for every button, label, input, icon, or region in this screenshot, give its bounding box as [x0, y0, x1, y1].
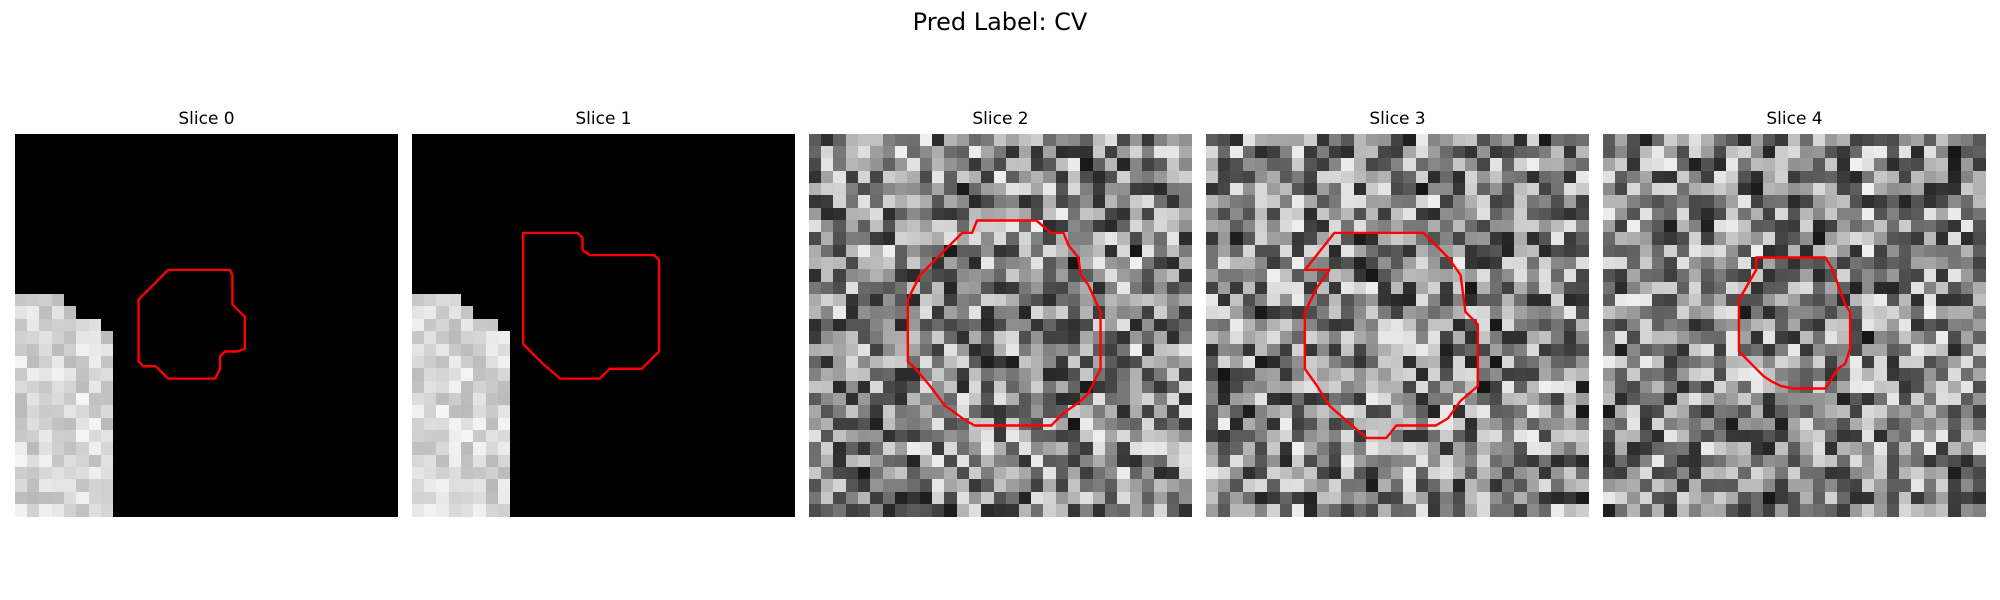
slice-image	[15, 134, 398, 517]
slice-title: Slice 0	[178, 109, 235, 129]
slice-panel-0: Slice 0	[15, 108, 398, 518]
slice-panel-4: Slice 4	[1603, 108, 1986, 518]
slice-title: Slice 1	[575, 109, 632, 129]
slice-image	[1603, 134, 1986, 517]
slice-title: Slice 2	[972, 109, 1029, 129]
slice-panel-1: Slice 1	[412, 108, 795, 518]
slice-image	[809, 134, 1192, 517]
slice-panel-2: Slice 2	[809, 108, 1192, 518]
slice-panel-3: Slice 3	[1206, 108, 1589, 518]
slice-image	[412, 134, 795, 517]
figure-title: Pred Label: CV	[912, 8, 1088, 36]
slice-title: Slice 3	[1369, 109, 1426, 129]
slice-image	[1206, 134, 1589, 517]
slice-title: Slice 4	[1766, 109, 1823, 129]
